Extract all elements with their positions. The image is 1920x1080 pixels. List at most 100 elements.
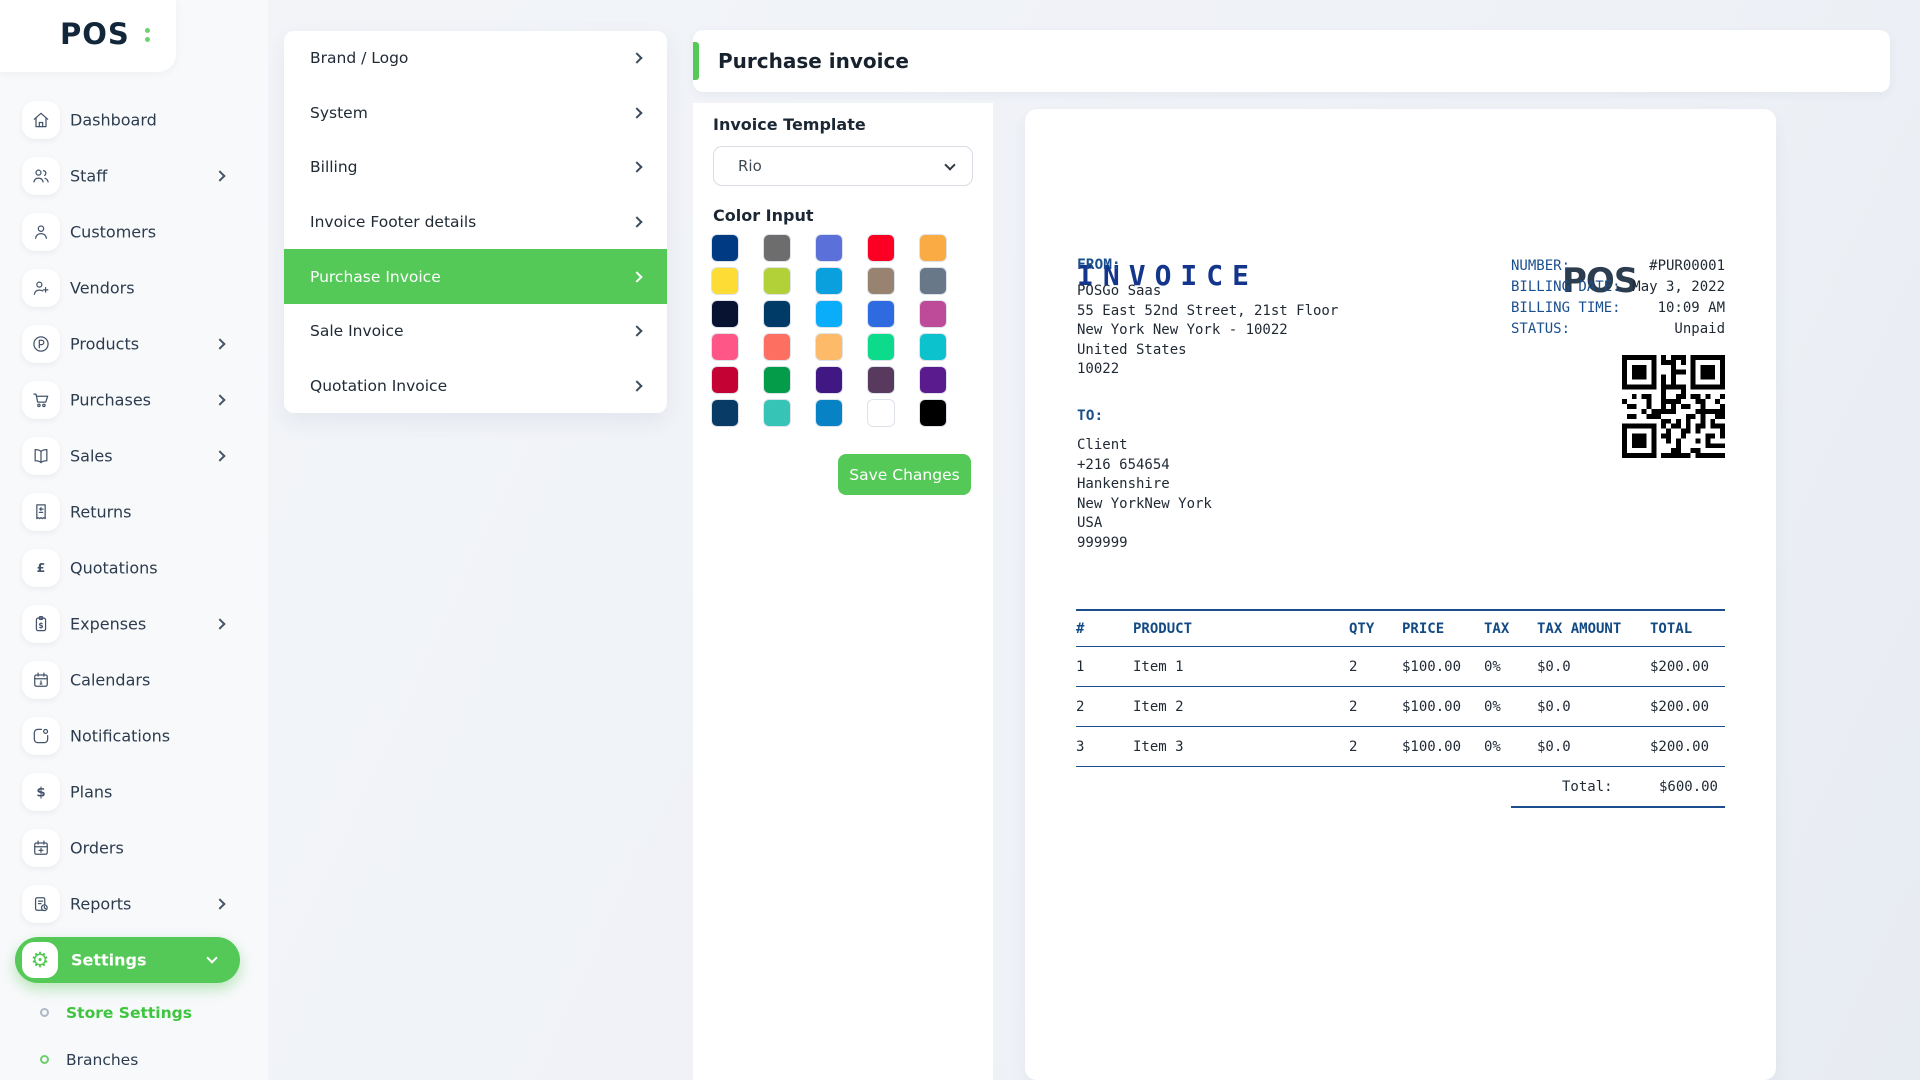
sidebar-item-staff[interactable]: Staff — [0, 148, 260, 204]
sidebar-item-notifications[interactable]: Notifications — [0, 708, 260, 764]
color-swatch[interactable] — [816, 367, 842, 393]
sidebar-item-label: Plans — [70, 782, 113, 802]
chevron-down-icon — [206, 952, 218, 964]
chevron-right-icon — [631, 216, 643, 228]
gear-icon: ⚙ — [30, 947, 50, 972]
color-swatch[interactable] — [920, 334, 946, 360]
menu-item-sale-invoice[interactable]: Sale Invoice — [284, 304, 667, 359]
color-swatch[interactable] — [712, 367, 738, 393]
meta-label: STATUS: — [1511, 320, 1571, 337]
home-icon — [33, 112, 49, 128]
sidebar-item-label: Calendars — [70, 670, 151, 690]
sidebar-item-vendors[interactable]: Vendors — [0, 260, 260, 316]
color-swatch[interactable] — [920, 268, 946, 294]
color-swatch[interactable] — [764, 301, 790, 327]
sidebar-item-reports[interactable]: Reports — [0, 876, 260, 932]
cell: $200.00 — [1650, 698, 1710, 715]
sidebar-item-dashboard[interactable]: Dashboard — [0, 92, 260, 148]
sidebar-item-branches[interactable]: Branches — [0, 1048, 260, 1072]
sidebar-item-label: Sales — [70, 446, 113, 466]
color-swatch[interactable] — [920, 400, 946, 426]
color-swatch[interactable] — [712, 301, 738, 327]
sidebar-item-store-settings[interactable]: Store Settings — [0, 1001, 260, 1025]
sidebar-item-label: Products — [70, 334, 140, 354]
color-swatch[interactable] — [764, 334, 790, 360]
sidebar-item-products[interactable]: Products — [0, 316, 260, 372]
color-swatch[interactable] — [816, 301, 842, 327]
sidebar-item-returns[interactable]: Returns — [0, 484, 260, 540]
sidebar-item-expenses[interactable]: $ Expenses — [0, 596, 260, 652]
save-changes-button[interactable]: Save Changes — [838, 454, 971, 495]
color-swatch[interactable] — [712, 235, 738, 261]
color-swatch[interactable] — [764, 268, 790, 294]
chevron-right-icon — [214, 170, 226, 182]
meta-label: BILLING TIME: — [1511, 299, 1621, 316]
sidebar-item-customers[interactable]: Customers — [0, 204, 260, 260]
from-line: 10022 — [1077, 361, 1120, 377]
color-swatch[interactable] — [816, 400, 842, 426]
color-swatch[interactable] — [764, 367, 790, 393]
invoice-template-select[interactable]: Rio — [713, 146, 973, 186]
color-swatch[interactable] — [920, 235, 946, 261]
cell: 0% — [1484, 698, 1501, 715]
sidebar-item-quotations[interactable]: £ Quotations — [0, 540, 260, 596]
report-clock-icon — [34, 897, 48, 912]
cell: Item 3 — [1133, 738, 1184, 755]
menu-item-quotation-invoice[interactable]: Quotation Invoice — [284, 359, 667, 413]
sidebar-item-plans[interactable]: $ Plans — [0, 764, 260, 820]
cell: 1 — [1076, 658, 1085, 675]
color-swatch[interactable] — [712, 268, 738, 294]
color-input-label: Color Input — [713, 206, 814, 225]
menu-item-system[interactable]: System — [284, 86, 667, 141]
color-swatch[interactable] — [868, 268, 894, 294]
meta-label: NUMBER: — [1511, 257, 1571, 274]
sidebar-item-sales[interactable]: Sales — [0, 428, 260, 484]
pound-icon: £ — [37, 560, 46, 575]
from-line: 55 East 52nd Street, 21st Floor — [1077, 302, 1339, 319]
chevron-right-icon — [631, 107, 643, 119]
qr-code — [1622, 355, 1725, 458]
color-swatch[interactable] — [868, 400, 894, 426]
receipt-icon — [36, 504, 46, 520]
menu-item-brand-logo[interactable]: Brand / Logo — [284, 31, 667, 86]
billing-date-row: BILLING DATE: May 3, 2022 — [1511, 276, 1725, 297]
to-label: TO: — [1077, 408, 1104, 424]
sidebar-item-purchases[interactable]: Purchases — [0, 372, 260, 428]
color-swatch[interactable] — [816, 334, 842, 360]
color-swatch[interactable] — [816, 268, 842, 294]
table-row: 2 Item 2 2 $100.00 0% $0.0 $200.00 — [1076, 687, 1725, 727]
meta-value: Unpaid — [1674, 320, 1725, 337]
meta-value: May 3, 2022 — [1632, 278, 1725, 295]
product-circle-p-icon — [33, 336, 49, 352]
color-swatch[interactable] — [764, 400, 790, 426]
invoice-title: INVOICE — [1077, 259, 1259, 292]
color-swatch[interactable] — [868, 235, 894, 261]
chevron-right-icon — [631, 380, 643, 392]
user-icon — [34, 225, 48, 239]
color-swatch[interactable] — [712, 400, 738, 426]
color-swatch[interactable] — [868, 367, 894, 393]
from-address: POSGo Saas 55 East 52nd Street, 21st Flo… — [1077, 282, 1338, 380]
sidebar-item-settings[interactable]: ⚙ Settings — [15, 937, 240, 983]
menu-item-billing[interactable]: Billing — [284, 140, 667, 195]
clipboard-dollar-icon: $ — [35, 616, 47, 632]
cell: 2 — [1349, 738, 1358, 755]
chevron-right-icon — [631, 161, 643, 174]
header-accent-bar — [693, 42, 699, 80]
cell: 3 — [1076, 738, 1085, 755]
color-swatch[interactable] — [816, 235, 842, 261]
color-swatch[interactable] — [868, 334, 894, 360]
bullet-icon — [40, 1008, 49, 1017]
color-swatch[interactable] — [868, 301, 894, 327]
menu-item-label: Purchase Invoice — [310, 267, 441, 286]
menu-item-invoice-footer[interactable]: Invoice Footer details — [284, 195, 667, 250]
color-swatch[interactable] — [712, 334, 738, 360]
status-row: STATUS: Unpaid — [1511, 318, 1725, 339]
menu-item-purchase-invoice[interactable]: Purchase Invoice — [284, 249, 667, 304]
color-swatch[interactable] — [920, 367, 946, 393]
sidebar-item-orders[interactable]: Orders — [0, 820, 260, 876]
color-swatch[interactable] — [764, 235, 790, 261]
sidebar-item-calendars[interactable]: Calendars — [0, 652, 260, 708]
color-swatch[interactable] — [920, 301, 946, 327]
sidebar-subitem-label: Branches — [66, 1051, 139, 1069]
